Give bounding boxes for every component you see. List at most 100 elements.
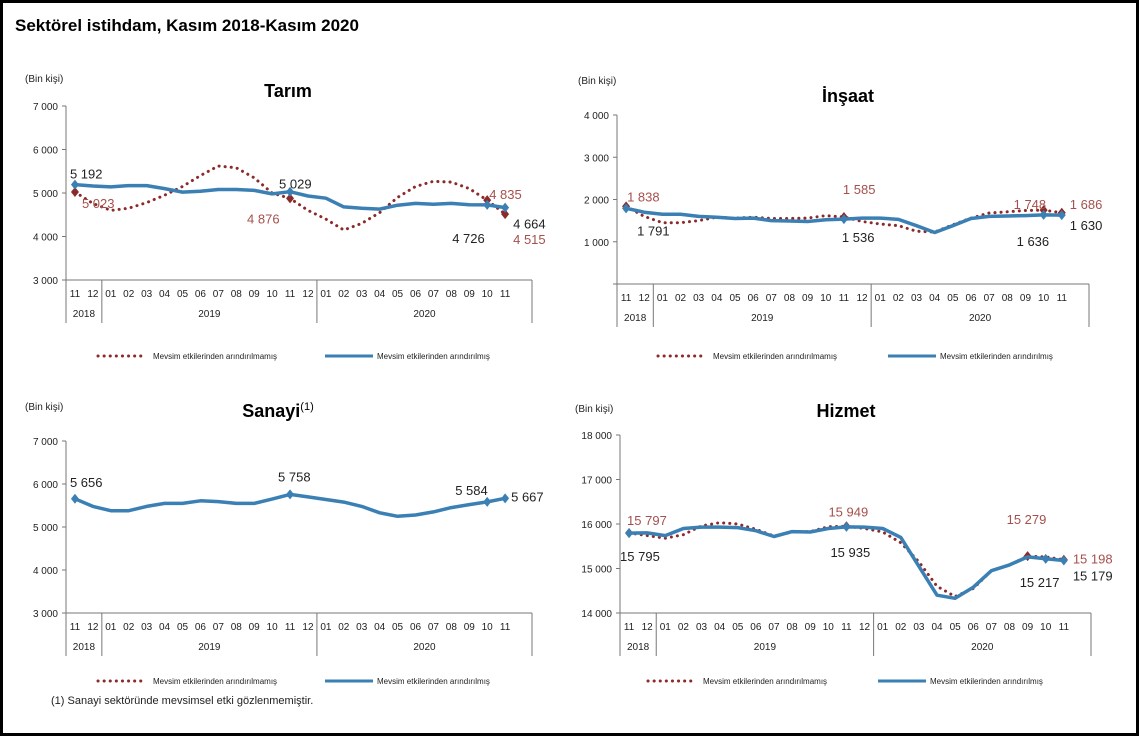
x-tick-label: 02 (893, 293, 905, 304)
data-label: 1 630 (1070, 218, 1103, 233)
x-tick-label: 12 (302, 289, 314, 300)
figure-title: Sektörel istihdam, Kasım 2018-Kasım 2020 (15, 16, 359, 35)
data-label: 15 935 (830, 545, 870, 560)
x-year-label: 2020 (969, 313, 992, 324)
x-tick-label: 08 (231, 622, 243, 633)
legend-label-unadjusted: Mevsim etkilerinden arındırılmamış (703, 677, 827, 686)
y-tick-label: 15 000 (581, 565, 612, 576)
x-tick-label: 01 (657, 293, 669, 304)
chart-title: Tarım (264, 81, 312, 101)
x-year-label: 2019 (754, 642, 777, 653)
x-tick-label: 03 (913, 622, 925, 633)
x-year-label: 2019 (198, 642, 221, 653)
y-tick-label: 16 000 (581, 520, 612, 531)
x-tick-label: 09 (805, 622, 817, 633)
chart-title: İnşaat (822, 86, 874, 106)
x-year-label: 2020 (413, 642, 436, 653)
x-tick-label: 11 (839, 293, 850, 304)
x-tick-label: 09 (1022, 622, 1034, 633)
data-label: 4 835 (489, 187, 522, 202)
legend-label-unadjusted: Mevsim etkilerinden arındırılmamış (713, 352, 837, 361)
x-tick-label: 04 (159, 289, 171, 300)
x-tick-label: 10 (267, 289, 279, 300)
series-line-unadjusted (624, 204, 1064, 234)
x-tick-label: 11 (70, 622, 81, 633)
x-tick-label: 03 (911, 293, 923, 304)
x-tick-label: 01 (320, 289, 332, 300)
x-tick-label: 09 (802, 293, 814, 304)
x-year-label: 2018 (73, 642, 96, 653)
x-tick-label: 05 (392, 622, 404, 633)
x-tick-label: 11 (624, 622, 635, 633)
x-tick-label: 12 (302, 622, 314, 633)
legend-label-adjusted: Mevsim etkilerinden arındırılmış (930, 677, 1043, 686)
x-tick-label: 05 (177, 289, 189, 300)
x-tick-label: 11 (841, 622, 852, 633)
x-tick-label: 09 (249, 622, 261, 633)
x-tick-label: 08 (1002, 293, 1014, 304)
y-tick-label: 3 000 (33, 276, 58, 287)
x-tick-label: 06 (748, 293, 760, 304)
x-year-label: 2020 (413, 309, 436, 320)
data-marker (1057, 210, 1066, 221)
data-label: 5 656 (70, 475, 103, 490)
chart-2: İnşaat (Bin kişi) 1 000 2 000 3 000 4 000 11 12… (578, 76, 1102, 361)
x-tick-label: 01 (320, 622, 332, 633)
data-label: 15 797 (627, 513, 667, 528)
x-year-label: 2020 (971, 642, 994, 653)
y-tick-label: 4 000 (584, 111, 609, 122)
x-tick-label: 09 (464, 622, 476, 633)
x-tick-label: 08 (231, 289, 243, 300)
data-marker (286, 193, 295, 204)
x-tick-label: 07 (213, 622, 225, 633)
x-tick-label: 03 (356, 289, 368, 300)
x-tick-label: 05 (947, 293, 959, 304)
x-tick-label: 07 (768, 622, 780, 633)
x-year-label: 2018 (73, 309, 96, 320)
x-tick-label: 04 (374, 289, 386, 300)
y-tick-label: 4 000 (33, 566, 58, 577)
data-label: 4 515 (513, 232, 546, 247)
x-tick-label: 12 (87, 622, 99, 633)
data-label: 5 023 (82, 196, 115, 211)
x-tick-label: 05 (732, 622, 744, 633)
x-year-label: 2018 (627, 642, 650, 653)
x-tick-label: 06 (410, 622, 422, 633)
chart-title: Hizmet (816, 401, 875, 421)
x-tick-label: 11 (285, 289, 296, 300)
data-label: 5 667 (511, 489, 544, 504)
x-tick-label: 01 (875, 293, 887, 304)
x-tick-label: 10 (267, 622, 279, 633)
x-tick-label: 05 (392, 289, 404, 300)
x-tick-label: 04 (159, 622, 171, 633)
y-tick-label: 2 000 (584, 196, 609, 207)
x-tick-label: 07 (428, 289, 440, 300)
chart-3: Sanayi(1) (Bin kişi) 3 000 4 000 5 000 6 000 7… (25, 401, 544, 686)
x-tick-label: 11 (500, 289, 511, 300)
data-marker (70, 179, 79, 190)
y-tick-label: 1 000 (584, 238, 609, 249)
x-tick-label: 11 (1057, 293, 1068, 304)
y-axis-unit-label: (Bin kişi) (25, 74, 63, 85)
data-label: 5 584 (455, 483, 488, 498)
y-tick-label: 18 000 (581, 431, 612, 442)
x-tick-label: 08 (784, 293, 796, 304)
x-tick-label: 01 (105, 622, 117, 633)
y-tick-label: 3 000 (33, 609, 58, 620)
x-tick-label: 11 (621, 293, 632, 304)
x-tick-label: 11 (1059, 622, 1070, 633)
data-marker (286, 489, 295, 500)
legend-label-unadjusted: Mevsim etkilerinden arındırılmamış (153, 677, 277, 686)
x-tick-label: 06 (195, 289, 207, 300)
x-tick-label: 05 (729, 293, 741, 304)
y-tick-label: 17 000 (581, 476, 612, 487)
data-marker (70, 186, 79, 197)
data-label: 1 748 (1014, 197, 1047, 212)
x-tick-label: 07 (984, 293, 996, 304)
x-tick-label: 08 (1004, 622, 1016, 633)
data-label: 1 585 (843, 182, 876, 197)
y-axis-unit-label: (Bin kişi) (578, 76, 616, 87)
x-tick-label: 10 (820, 293, 832, 304)
x-tick-label: 02 (123, 622, 135, 633)
